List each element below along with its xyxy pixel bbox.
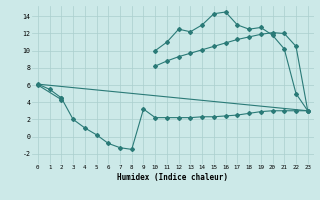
X-axis label: Humidex (Indice chaleur): Humidex (Indice chaleur) <box>117 173 228 182</box>
